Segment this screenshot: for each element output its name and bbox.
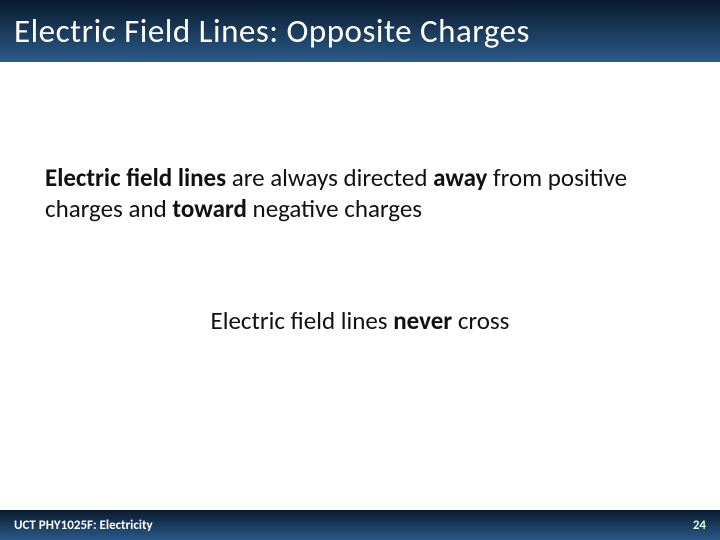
s1-bold1: away <box>433 162 487 193</box>
main-content: Electric field lines are always directed… <box>0 162 720 336</box>
s1-pre-bold: Electric field lines <box>45 162 226 193</box>
slide-number: 24 <box>693 518 706 533</box>
statement-2: Electric field lines never cross <box>40 305 680 336</box>
s2-post: cross <box>452 305 509 336</box>
footer-band: UCT PHY1025F: Electricity 24 <box>0 510 720 540</box>
s2-pre: Electric field lines <box>211 305 394 336</box>
s2-bold1: never <box>393 305 452 336</box>
s1-bold2: toward <box>172 193 247 224</box>
slide-title: Electric Field Lines: Opposite Charges <box>14 11 530 51</box>
s1-mid1: are always directed <box>226 162 433 193</box>
statement-1: Electric field lines are always directed… <box>40 162 680 225</box>
s1-post: negative charges <box>247 193 422 224</box>
title-band: Electric Field Lines: Opposite Charges <box>0 0 720 62</box>
footer-course-label: UCT PHY1025F: Electricity <box>14 518 153 533</box>
